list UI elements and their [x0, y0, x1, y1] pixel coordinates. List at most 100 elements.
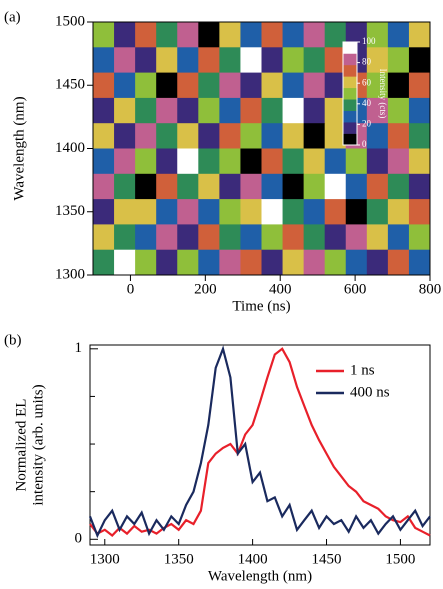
- x-tick-label: 1450: [312, 551, 342, 567]
- heatmap-cell: [198, 199, 220, 225]
- heatmap-cell: [114, 22, 136, 48]
- heatmap-cell: [219, 47, 241, 74]
- heatmap-cell: [114, 173, 136, 200]
- heatmap-cell: [303, 47, 326, 74]
- colorbar-swatch: [343, 76, 357, 89]
- heatmap-cell: [282, 22, 305, 48]
- heatmap-cell: [303, 22, 326, 48]
- heatmap-cell: [93, 148, 115, 175]
- heatmap-cell: [366, 249, 389, 276]
- heatmap-cell: [366, 47, 389, 74]
- heatmap-cell: [303, 148, 326, 175]
- heatmap-cell: [219, 199, 241, 225]
- heatmap-cell: [303, 173, 326, 200]
- heatmap-cell: [303, 123, 326, 149]
- heatmap-cell: [408, 72, 431, 99]
- heatmap-cell: [114, 199, 136, 225]
- heatmap-cell: [387, 173, 410, 200]
- heatmap-cell: [240, 47, 262, 74]
- heatmap-cell: [93, 173, 115, 200]
- heatmap-cell: [303, 249, 326, 276]
- heatmap-cell: [135, 72, 157, 99]
- heatmap-cell: [282, 97, 305, 124]
- heatmap-cell: [282, 47, 305, 74]
- heatmap-cell: [387, 199, 410, 225]
- heatmap-cell: [303, 224, 326, 251]
- heatmap-cell: [345, 22, 368, 48]
- heatmap-cell: [240, 249, 262, 276]
- heatmap-cell: [177, 47, 199, 74]
- heatmap-cell: [387, 97, 410, 124]
- heatmap-cell: [177, 72, 199, 99]
- heatmap-cell: [156, 97, 178, 124]
- heatmap-cell: [324, 249, 347, 276]
- x-tick-label: 1300: [90, 551, 120, 567]
- heatmap-cell: [156, 47, 178, 74]
- colorbar-tick-label: 40: [362, 98, 372, 108]
- x-tick-label: 800: [419, 281, 442, 297]
- heatmap-cell: [387, 22, 410, 48]
- heatmap-cell: [387, 148, 410, 175]
- heatmap-cell: [345, 249, 368, 276]
- colorbar-tick-label: 80: [362, 57, 372, 67]
- heatmap-cell: [261, 47, 284, 74]
- heatmap-cell: [198, 47, 220, 74]
- heatmap-cell: [282, 224, 305, 251]
- heatmap-cell: [387, 249, 410, 276]
- heatmap-cell: [408, 47, 431, 74]
- heatmap-cell: [177, 249, 199, 276]
- heatmap-cell: [261, 249, 284, 276]
- x-tick-label: 0: [127, 281, 135, 297]
- heatmap-cell: [282, 249, 305, 276]
- colorbar-swatch: [343, 110, 357, 123]
- heatmap-cell: [303, 97, 326, 124]
- heatmap-cell: [135, 224, 157, 251]
- heatmap-cell: [282, 123, 305, 149]
- heatmap-cell: [324, 199, 347, 225]
- heatmap-cell: [240, 173, 262, 200]
- line-series: [89, 347, 431, 537]
- heatmap-cell: [219, 173, 241, 200]
- y-axis-label: Wavelength (nm): [11, 96, 27, 200]
- heatmap-cell: [198, 249, 220, 276]
- heatmap-cell: [408, 123, 431, 149]
- y-tick-label: 0: [75, 531, 83, 547]
- heatmap-cell: [408, 148, 431, 175]
- heatmap-cell: [198, 97, 220, 124]
- heatmap-cell: [324, 97, 347, 124]
- heatmap-cell: [366, 199, 389, 225]
- heatmap-cell: [387, 123, 410, 149]
- heatmap-cell: [177, 148, 199, 175]
- heatmap-cell: [135, 173, 157, 200]
- colorbar-label: Intensity (cts): [378, 69, 388, 119]
- heatmap-cell: [261, 224, 284, 251]
- heatmap-cell: [114, 148, 136, 175]
- heatmap-cell: [240, 199, 262, 225]
- heatmap-cell: [282, 148, 305, 175]
- heatmap-cell: [135, 47, 157, 74]
- heatmap-cell: [366, 148, 389, 175]
- heatmap-cell: [240, 22, 262, 48]
- heatmap-cell: [219, 249, 241, 276]
- heatmap-cell: [240, 97, 262, 124]
- heatmap-cell: [345, 199, 368, 225]
- heatmap-cell: [366, 22, 389, 48]
- x-tick-label: 200: [194, 281, 217, 297]
- colorbar-swatch: [343, 53, 357, 66]
- heatmap-cell: [219, 224, 241, 251]
- heatmap-cell: [324, 148, 347, 175]
- colorbar-tick-label: 0: [362, 139, 367, 149]
- heatmap-cell: [240, 224, 262, 251]
- heatmap-cell: [240, 123, 262, 149]
- heatmap-cell: [324, 224, 347, 251]
- heatmap-cell: [93, 97, 115, 124]
- heatmap-cell: [387, 72, 410, 99]
- colorbar-tick-label: 20: [362, 118, 372, 128]
- heatmap-cell: [387, 47, 410, 74]
- y-tick-label: 1300: [55, 266, 85, 282]
- heatmap-cell: [345, 173, 368, 200]
- heatmap-cell: [324, 22, 347, 48]
- heatmap-cell: [156, 148, 178, 175]
- panel-label: (a): [4, 9, 21, 25]
- heatmap-cell: [156, 123, 178, 149]
